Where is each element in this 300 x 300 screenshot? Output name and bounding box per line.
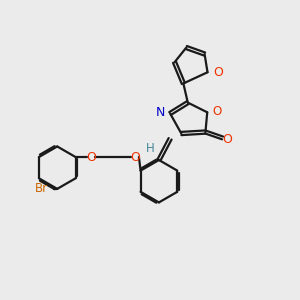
Text: H: H [146, 142, 155, 155]
Text: O: O [130, 151, 140, 164]
Text: O: O [222, 133, 232, 146]
Text: O: O [213, 66, 223, 79]
Text: O: O [86, 151, 96, 164]
Text: N: N [156, 106, 165, 119]
Text: O: O [212, 105, 221, 118]
Text: Br: Br [35, 182, 48, 195]
